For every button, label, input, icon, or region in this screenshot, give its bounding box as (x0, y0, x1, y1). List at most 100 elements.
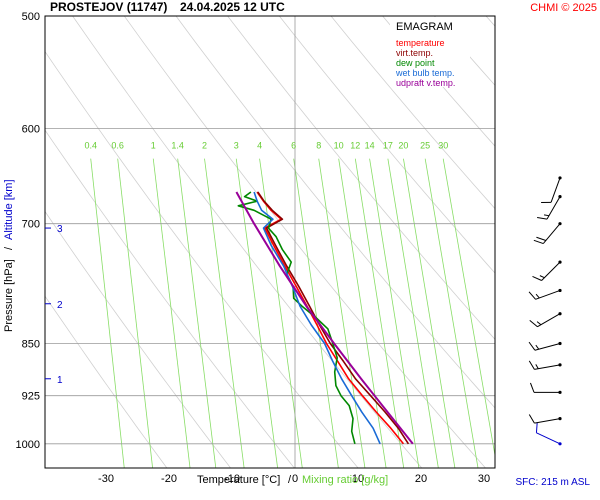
wind-barb-station-dot (558, 222, 562, 226)
series-wet-bulb-temp-line (253, 191, 381, 445)
wind-barb-shaft (550, 177, 561, 203)
mixing-ratio-line (403, 158, 456, 468)
temperature-tick-label: 30 (478, 473, 490, 485)
wind-barb (535, 422, 562, 446)
wind-barb-station-dot (558, 260, 562, 264)
mixing-ratio-label: 20 (398, 141, 408, 151)
wind-barb (528, 341, 562, 351)
wind-barb-half-feather (543, 214, 550, 217)
y-axis-label-altitude: Altitude [km] (3, 179, 15, 240)
dry-adiabat-line (382, 16, 495, 147)
mixing-ratio-label: 8 (316, 141, 321, 151)
legend-updraft: udpraft v.temp. (396, 78, 455, 88)
wind-barb-shaft (537, 313, 561, 328)
mixing-ratio-label: 1 (151, 141, 156, 151)
mixing-ratio-label: 10 (334, 141, 344, 151)
temperature-tick-label: 0 (292, 473, 298, 485)
dry-adiabat-line (330, 16, 495, 210)
wind-barb-shaft (542, 223, 561, 244)
wind-barb-station-dot (558, 176, 562, 180)
x-axis-label-mixing-ratio: Mixing ratio [g/kg] (302, 474, 388, 486)
station-title: PROSTEJOV (11747) (50, 0, 167, 14)
x-axis-label-temperature: Temperature [°C] (197, 474, 280, 486)
mixing-ratio-line (152, 158, 191, 468)
wind-barb-station-dot (558, 442, 562, 446)
mixing-ratio-label: 25 (420, 141, 430, 151)
wind-barb-station-dot (558, 341, 562, 346)
wind-barb (528, 360, 562, 370)
series-udpraft-v-temp-line (235, 191, 414, 445)
credit-label: CHMI © 2025 (530, 2, 597, 14)
wind-barb (529, 312, 562, 328)
mixing-ratio-line (338, 158, 387, 468)
wind-barb-shaft (534, 343, 561, 351)
wind-barb (537, 195, 562, 220)
pressure-tick-label: 600 (22, 124, 40, 136)
mixing-ratio-label: 30 (438, 141, 448, 151)
legend-title: EMAGRAM (396, 21, 453, 33)
dry-adiabat-line (278, 16, 495, 274)
mixing-ratio-line (90, 158, 125, 468)
y-axis-label-separator: / (3, 246, 15, 250)
wind-barb-shaft (534, 418, 561, 424)
legend-wet-bulb: wet bulb temp. (395, 68, 455, 78)
temperature-tick-label: -30 (98, 473, 114, 485)
wind-barb-feather (529, 382, 535, 393)
mixing-ratio-line (424, 158, 479, 468)
wind-barb-half-feather (535, 293, 540, 299)
altitude-tick-label: 1 (57, 375, 63, 386)
wind-barb-half-feather (535, 344, 540, 350)
mixing-ratio-line (318, 158, 366, 468)
dry-adiabat-line (589, 16, 600, 468)
mixing-ratio-line (442, 158, 495, 458)
mixing-ratio-line (369, 158, 420, 468)
dry-adiabat-line (227, 16, 495, 340)
wind-barb-half-feather (535, 364, 539, 369)
dry-adiabat-line (45, 295, 168, 468)
series-temperature-line (256, 191, 405, 445)
wind-barb-shaft (535, 289, 561, 300)
mixing-ratio-label: 17 (383, 141, 393, 151)
mixing-ratio-line (204, 158, 245, 468)
altitude-tick-label: 3 (57, 224, 63, 235)
dry-adiabat-line (45, 50, 359, 468)
pressure-tick-label: 850 (22, 338, 40, 350)
legend-virt-temp: virt.temp. (396, 48, 433, 58)
mixing-ratio-label: 0.4 (84, 141, 97, 151)
mixing-ratio-label: 14 (365, 141, 375, 151)
temperature-tick-label: -10 (224, 473, 240, 485)
wind-barb (528, 288, 562, 300)
wind-barb-station-dot (558, 390, 562, 394)
wind-barb-feather (536, 236, 547, 241)
x-axis-label-separator: / (288, 474, 292, 486)
dry-adiabat-line (538, 16, 600, 468)
mixing-ratio-label: 12 (350, 141, 360, 151)
wind-barb-half-feather (539, 275, 545, 279)
wind-barb (533, 222, 562, 245)
pressure-tick-label: 1000 (16, 439, 40, 451)
dry-adiabat-line (72, 16, 423, 468)
wind-barb-feather (528, 341, 536, 351)
mixing-ratio-label: 0.6 (111, 141, 124, 151)
wind-barb-feather (535, 422, 538, 433)
wind-barb-station-dot (558, 312, 562, 316)
temperature-tick-label: 20 (415, 473, 427, 485)
altitude-tick-label: 2 (57, 300, 63, 311)
wind-barb-station-dot (558, 363, 562, 367)
mixing-ratio-line (177, 158, 217, 468)
temperature-tick-label: -20 (161, 473, 177, 485)
plot-frame (44, 15, 496, 469)
wind-barb (541, 176, 562, 203)
legend-dew-point: dew point (396, 58, 435, 68)
wind-barb (532, 260, 562, 281)
wind-barb-feather (528, 291, 536, 300)
wind-barb-shaft (546, 196, 561, 220)
wind-barb-shaft (541, 261, 561, 281)
y-axis-label-pressure: Pressure [hPa] (3, 259, 15, 332)
legend-box (390, 17, 470, 87)
mixing-ratio-line (293, 158, 339, 468)
wind-barb (529, 382, 562, 394)
mixing-ratio-label: 1.4 (171, 141, 184, 151)
dry-adiabat-line (123, 16, 486, 468)
wind-barb-feather (529, 320, 538, 328)
